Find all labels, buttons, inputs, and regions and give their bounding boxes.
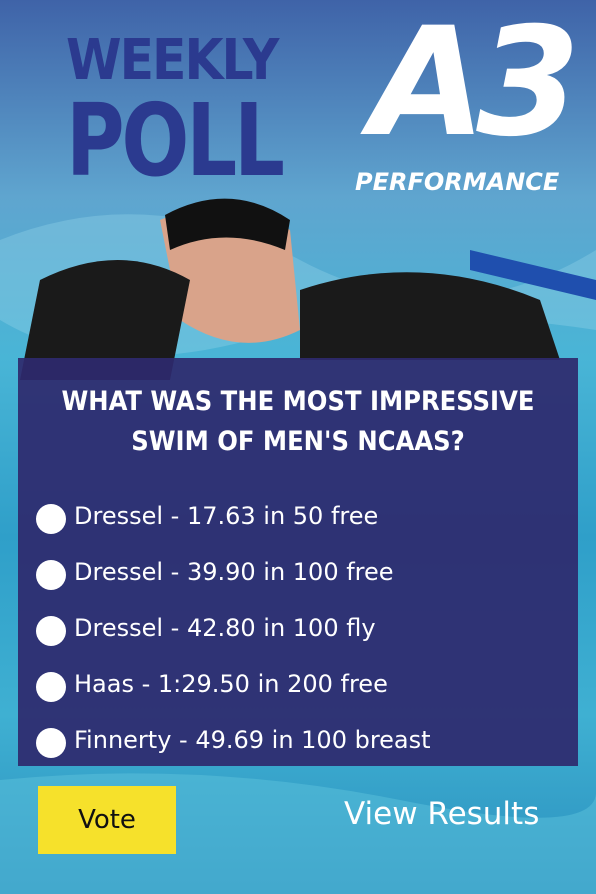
radio-button[interactable]: [36, 504, 66, 534]
vote-button[interactable]: Vote: [38, 786, 176, 854]
logo: A3: [370, 0, 580, 170]
radio-button[interactable]: [36, 560, 66, 590]
brand-weekly: WEEKLY: [66, 28, 279, 93]
option-label: Finnerty - 49.69 in 100 breast: [74, 726, 431, 754]
poll-panel: WHAT WAS THE MOST IMPRESSIVE SWIM OF MEN…: [18, 358, 578, 766]
poll-question: WHAT WAS THE MOST IMPRESSIVE SWIM OF MEN…: [61, 386, 535, 457]
radio-button[interactable]: [36, 616, 66, 646]
option-label: Dressel - 42.80 in 100 fly: [74, 614, 376, 642]
poll-options: Dressel - 17.63 in 50 free Dressel - 39.9…: [18, 488, 578, 768]
radio-button[interactable]: [36, 672, 66, 702]
option-label: Dressel - 17.63 in 50 free: [74, 502, 379, 530]
logo-subtitle: PERFORMANCE: [355, 168, 560, 196]
brand-poll: POLL: [66, 82, 285, 199]
option-label: Dressel - 39.90 in 100 free: [74, 558, 394, 586]
option-label: Haas - 1:29.50 in 200 free: [74, 670, 388, 698]
poll-option[interactable]: Dressel - 17.63 in 50 free: [18, 488, 578, 544]
poll-option[interactable]: Dressel - 39.90 in 100 free: [18, 544, 578, 600]
radio-button[interactable]: [36, 728, 66, 758]
poll-option[interactable]: Dressel - 42.80 in 100 fly: [18, 600, 578, 656]
poll-option[interactable]: Haas - 1:29.50 in 200 free: [18, 656, 578, 712]
poll-option[interactable]: Finnerty - 49.69 in 100 breast: [18, 712, 578, 768]
view-results-link[interactable]: View Results: [344, 796, 540, 832]
